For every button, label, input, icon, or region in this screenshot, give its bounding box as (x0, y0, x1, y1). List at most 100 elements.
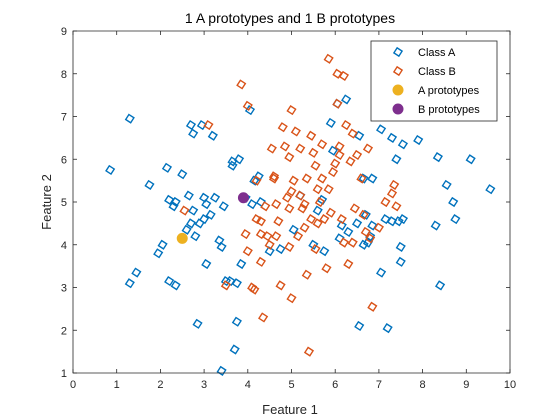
data-point (334, 149, 345, 161)
data-point (308, 147, 319, 158)
data-point (303, 346, 315, 357)
data-point (284, 152, 295, 163)
data-point (465, 154, 476, 165)
x-tick-label: 1 (114, 379, 120, 391)
data-point (358, 209, 369, 220)
data-point (310, 243, 321, 255)
data-point (319, 214, 330, 225)
data-point (286, 105, 297, 116)
data-point (105, 164, 116, 176)
data-point (380, 214, 391, 225)
data-point (282, 192, 293, 203)
x-tick-label: 6 (332, 379, 338, 391)
y-tick-label: 2 (61, 325, 67, 337)
data-point (391, 154, 402, 165)
data-point (413, 134, 424, 146)
data-point (317, 173, 328, 184)
data-point (310, 160, 321, 171)
data-point (220, 280, 232, 291)
data-point (299, 222, 310, 233)
data-point (397, 139, 409, 150)
legend-label: A prototypes (418, 85, 480, 97)
data-point (343, 226, 354, 238)
data-point (391, 201, 402, 212)
data-point (247, 199, 258, 210)
x-tick-label: 4 (245, 379, 251, 391)
data-point (295, 190, 306, 201)
data-point (260, 201, 271, 212)
data-point (323, 53, 334, 64)
data-point (273, 216, 284, 227)
data-point (131, 267, 142, 278)
data-point (164, 276, 175, 287)
data-point (336, 220, 347, 231)
data-point (376, 267, 387, 278)
data-point (367, 301, 378, 312)
data-point (290, 126, 301, 137)
data-point (286, 186, 297, 197)
data-point (177, 169, 188, 180)
data-point (362, 143, 374, 154)
legend-marker (392, 103, 404, 115)
data-point (301, 173, 312, 184)
data-point (323, 184, 334, 195)
data-point (196, 119, 207, 131)
data-point (306, 130, 317, 141)
y-tick-label: 6 (61, 154, 67, 166)
data-point (386, 216, 398, 227)
data-point (225, 276, 236, 287)
data-point (301, 269, 312, 280)
x-tick-label: 7 (376, 379, 382, 391)
data-point (389, 179, 400, 190)
data-point (430, 220, 441, 231)
legend-label: Class B (418, 66, 456, 78)
data-point (242, 100, 253, 111)
data-point (435, 280, 446, 291)
data-point (179, 205, 190, 216)
y-tick-label: 4 (61, 240, 67, 252)
data-point (205, 209, 216, 220)
data-point (306, 214, 317, 225)
x-tick-label: 0 (70, 379, 76, 391)
x-tick-label: 9 (463, 379, 469, 391)
data-point (192, 318, 203, 329)
data-point (345, 156, 356, 167)
data-point (360, 226, 371, 238)
data-point (161, 162, 173, 173)
data-point (229, 344, 240, 355)
data-point (356, 173, 367, 184)
y-tick-label: 8 (61, 69, 67, 81)
data-point (354, 320, 365, 332)
data-point (279, 141, 291, 152)
data-point (240, 228, 251, 240)
data-point (319, 246, 330, 257)
legend-label: Class A (418, 47, 456, 59)
data-point (170, 196, 181, 208)
data-point (255, 216, 266, 227)
data-point (242, 246, 253, 257)
data-point (343, 258, 354, 270)
data-point (317, 139, 328, 150)
data-point (380, 196, 391, 208)
data-point (190, 231, 201, 242)
data-point (312, 218, 323, 229)
data-point (284, 241, 295, 252)
data-point (365, 233, 376, 244)
x-tick-label: 2 (157, 379, 163, 391)
data-point (351, 218, 363, 229)
data-point (349, 203, 360, 214)
y-tick-label: 9 (61, 26, 67, 38)
data-point (286, 293, 297, 304)
x-tick-label: 3 (201, 379, 207, 391)
data-point (284, 203, 295, 214)
data-point (236, 258, 247, 270)
data-point (258, 312, 269, 323)
data-marks (105, 53, 496, 376)
data-point (334, 141, 345, 152)
y-tick-label: 1 (61, 368, 67, 380)
data-point (432, 152, 443, 163)
data-point (188, 128, 199, 139)
data-point (321, 263, 332, 274)
data-point (338, 237, 350, 248)
data-point (386, 188, 398, 199)
